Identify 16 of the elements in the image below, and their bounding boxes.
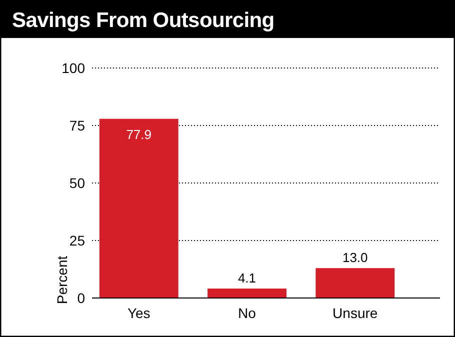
data-label: 77.9 — [126, 126, 152, 142]
x-tick-label: Yes — [127, 305, 150, 321]
y-tick-label: 75 — [69, 118, 86, 134]
y-tick-label: 25 — [69, 232, 86, 248]
y-tick-label: 100 — [62, 60, 86, 76]
bar — [99, 118, 178, 298]
data-label: 13.0 — [342, 250, 368, 266]
y-axis-title: Percent — [54, 256, 70, 304]
bar — [208, 288, 286, 298]
x-tick-label: Unsure — [332, 305, 378, 321]
y-tick-label: 0 — [77, 290, 86, 306]
data-label: 4.1 — [238, 270, 256, 286]
bar — [316, 268, 395, 298]
x-tick-label: No — [238, 305, 256, 321]
y-tick-label: 50 — [69, 175, 86, 191]
chart-title: Savings From Outsourcing — [12, 9, 274, 32]
